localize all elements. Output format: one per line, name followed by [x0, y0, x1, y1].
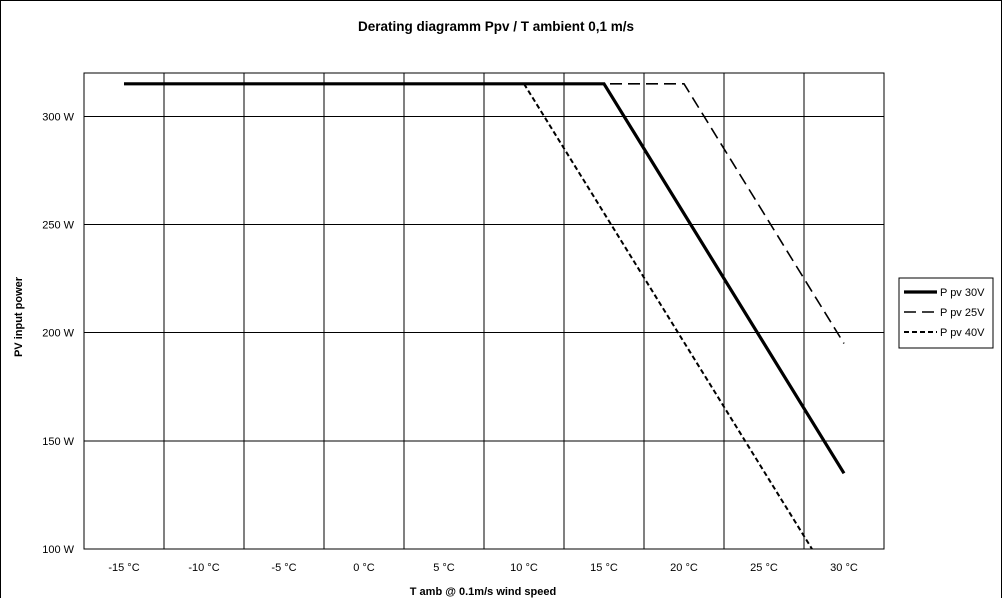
- y-axis-label: PV input power: [13, 276, 25, 357]
- legend: P pv 30V P pv 25V P pv 40V: [898, 277, 994, 349]
- chart-title: Derating diagramm Ppv / T ambient 0,1 m/…: [358, 19, 634, 34]
- y-tick-label: 250 W: [42, 219, 74, 231]
- x-tick-label: 25 °C: [750, 562, 778, 574]
- x-axis-label: T amb @ 0.1m/s wind speed: [410, 586, 556, 598]
- x-tick-label: 0 °C: [353, 562, 375, 574]
- x-tick-label: -10 °C: [188, 562, 219, 574]
- x-tick-label: 10 °C: [510, 562, 538, 574]
- y-axis-ticks: 100 W 150 W 200 W 250 W 300 W: [42, 111, 74, 556]
- legend-label: P pv 25V: [940, 307, 985, 319]
- legend-label: P pv 30V: [940, 287, 985, 299]
- y-tick-label: 200 W: [42, 328, 74, 340]
- grid: [83, 72, 885, 550]
- y-tick-label: 150 W: [42, 436, 74, 448]
- legend-label: P pv 40V: [940, 327, 985, 339]
- x-tick-label: 15 °C: [590, 562, 618, 574]
- x-tick-label: -15 °C: [108, 562, 139, 574]
- x-tick-label: 30 °C: [830, 562, 858, 574]
- legend-box: [898, 277, 994, 349]
- y-tick-label: 100 W: [42, 544, 74, 556]
- x-tick-label: 5 °C: [433, 562, 455, 574]
- series-lines: [124, 82, 846, 550]
- y-tick-label: 300 W: [42, 111, 74, 123]
- series-line-3: [124, 82, 813, 550]
- x-tick-label: 20 °C: [670, 562, 698, 574]
- x-tick-label: -5 °C: [271, 562, 296, 574]
- x-axis-ticks: -15 °C -10 °C -5 °C 0 °C 5 °C 10 °C 15 °C 20 °C…: [108, 562, 858, 574]
